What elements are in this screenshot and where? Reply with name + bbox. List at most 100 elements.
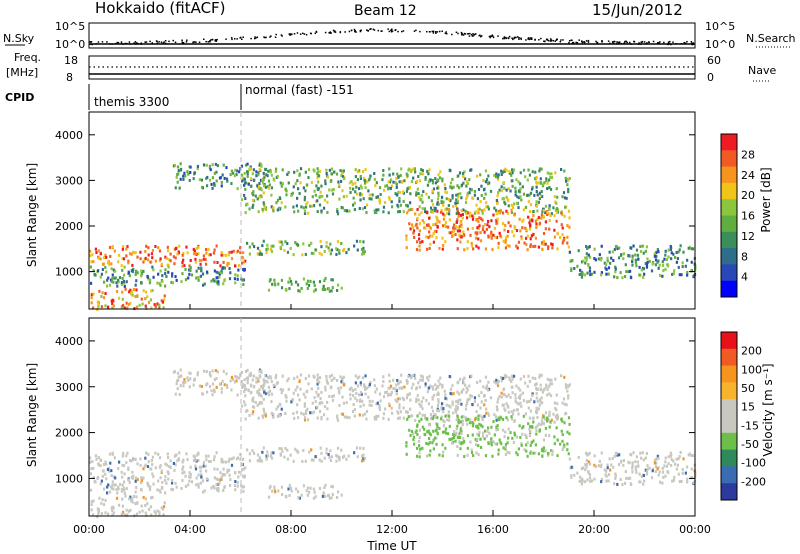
noise-point — [330, 32, 332, 34]
power-echo-point — [473, 189, 477, 193]
velocity-echo-point — [540, 396, 543, 400]
power-echo-point — [449, 231, 452, 235]
colorbar-tick-label: 24 — [741, 169, 755, 182]
velocity-echo-point — [256, 459, 259, 463]
velocity-echo-point — [441, 443, 444, 447]
power-echo-point — [470, 188, 473, 192]
velocity-echo-point — [569, 466, 572, 470]
velocity-echo-point — [377, 414, 380, 418]
noise-point — [516, 36, 519, 38]
velocity-echo-point — [548, 410, 551, 414]
velocity-echo-point — [452, 435, 456, 439]
velocity-echo-point — [460, 390, 464, 394]
velocity-echo-point — [286, 448, 289, 452]
velocity-echo-point — [490, 425, 493, 429]
velocity-echo-point — [342, 375, 345, 379]
velocity-echo-point — [267, 393, 271, 397]
velocity-echo-point — [307, 490, 311, 494]
velocity-echo-point — [331, 395, 334, 399]
velocity-echo-point — [433, 415, 437, 419]
power-echo-point — [606, 256, 609, 260]
noise-point — [160, 41, 163, 43]
velocity-echo-point — [132, 457, 135, 461]
velocity-echo-point — [246, 409, 249, 413]
velocity-echo-point — [245, 376, 249, 380]
noise-point — [463, 32, 466, 35]
power-echo-point — [546, 187, 549, 191]
velocity-echo-point — [454, 410, 458, 414]
velocity-echo-point — [663, 464, 666, 468]
power-echo-point — [132, 267, 135, 271]
power-echo-point — [206, 175, 209, 179]
noise-point — [503, 36, 505, 39]
velocity-echo-point — [418, 455, 421, 459]
velocity-echo-point — [642, 474, 646, 478]
velocity-echo-point — [632, 451, 635, 455]
power-echo-point — [506, 197, 509, 201]
velocity-echo-point — [561, 439, 564, 443]
power-echo-point — [381, 178, 384, 182]
power-echo-point — [244, 197, 247, 201]
velocity-echo-point — [452, 433, 455, 437]
velocity-echo-point — [378, 407, 382, 411]
colorbar-swatch — [721, 382, 737, 400]
power-echo-point — [690, 269, 693, 273]
power-echo-point — [664, 249, 667, 253]
power-echo-point — [296, 283, 300, 287]
power-echo-point — [563, 214, 566, 218]
velocity-echo-point — [503, 435, 506, 439]
power-echo-point — [115, 289, 119, 293]
velocity-echo-point — [115, 496, 119, 500]
velocity-echo-point — [651, 469, 654, 473]
power-echo-point — [436, 202, 439, 206]
velocity-echo-point — [510, 415, 513, 419]
power-echo-point — [117, 296, 121, 300]
velocity-echo-point — [590, 479, 594, 483]
power-echo-point — [269, 247, 273, 251]
colorbar-tick-label: 12 — [741, 230, 755, 243]
power-echo-point — [480, 184, 483, 188]
velocity-echo-point — [181, 460, 184, 464]
power-echo-point — [464, 201, 468, 205]
power-echo-point — [479, 239, 483, 243]
power-echo-point — [336, 240, 340, 244]
velocity-echo-point — [100, 501, 103, 505]
power-echo-point — [398, 210, 401, 214]
velocity-echo-point — [330, 455, 334, 459]
power-echo-point — [335, 172, 339, 176]
velocity-echo-point — [407, 374, 410, 378]
velocity-echo-point — [559, 442, 562, 446]
power-echo-point — [384, 184, 387, 188]
power-echo-point — [154, 259, 157, 263]
velocity-echo-point — [343, 415, 346, 419]
power-echo-point — [515, 201, 519, 205]
noise-point — [490, 35, 492, 37]
velocity-echo-point — [188, 471, 191, 475]
power-echo-point — [517, 196, 521, 200]
power-echo-point — [611, 250, 614, 254]
velocity-echo-point — [528, 425, 532, 429]
velocity-echo-point — [216, 467, 219, 471]
velocity-echo-point — [289, 486, 293, 490]
velocity-echo-point — [535, 387, 538, 391]
noise-point — [270, 35, 272, 37]
power-echo-point — [216, 261, 219, 265]
velocity-echo-point — [225, 372, 228, 376]
power-echo-point — [394, 192, 397, 196]
power-echo-point — [405, 189, 409, 193]
power-echo-point — [496, 194, 499, 198]
power-echo-point — [675, 260, 678, 264]
velocity-echo-point — [470, 394, 473, 398]
velocity-echo-point — [320, 415, 323, 419]
velocity-echo-point — [388, 373, 391, 377]
velocity-echo-point — [338, 391, 341, 395]
velocity-echo-point — [110, 486, 114, 490]
velocity-echo-point — [232, 378, 235, 382]
power-echo-point — [511, 184, 514, 188]
power-echo-point — [431, 203, 435, 207]
velocity-echo-point — [204, 464, 207, 468]
noise-point — [305, 33, 308, 36]
power-echo-point — [496, 217, 499, 221]
velocity-echo-point — [259, 385, 263, 389]
power-echo-point — [437, 173, 440, 177]
